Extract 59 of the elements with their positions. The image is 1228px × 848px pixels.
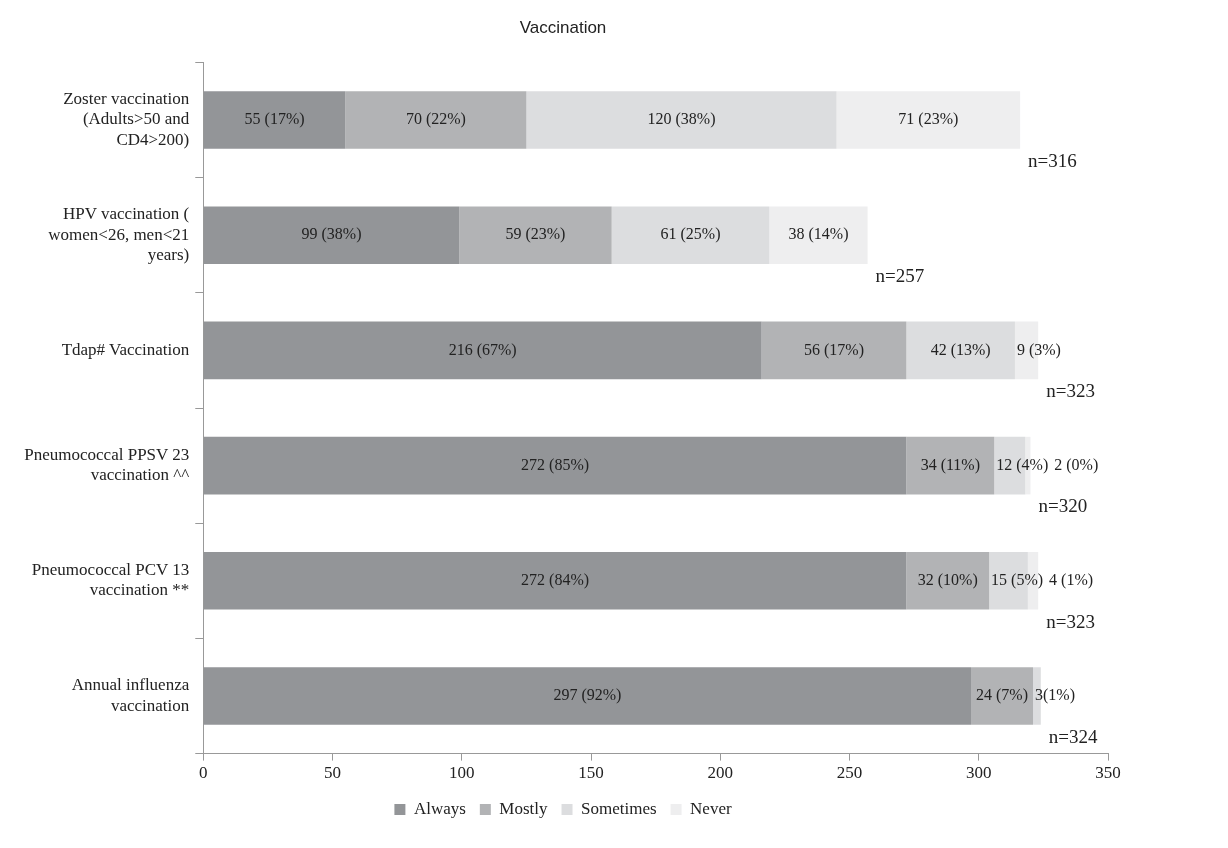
y-tick-label: Tdap# Vaccination (61, 339, 190, 359)
y-tick-label: Pneumococcal PCV 13 vaccination ** (31, 560, 190, 600)
data-label: 42 (13%) (930, 340, 991, 359)
total-label: n=257 (875, 264, 925, 286)
x-tick-label: 150 (578, 763, 604, 783)
data-label: 61 (25%) (660, 225, 721, 244)
data-label: 56 (17%) (804, 340, 864, 359)
data-label: 4 (1%) (1049, 571, 1094, 589)
bar (611, 206, 770, 264)
data-label: 32 (10%) (917, 571, 978, 589)
data-label: 297 (92%) (553, 686, 622, 705)
data-label: 15 (5%) (991, 571, 1044, 589)
data-label: 59 (23%) (505, 225, 566, 244)
data-label: 24 (7%) (976, 686, 1029, 705)
data-label: 70 (22%) (405, 110, 466, 129)
bar (526, 91, 837, 149)
y-tick-label: Annual influenza vaccination (71, 675, 190, 715)
data-label: 272 (84%) (521, 571, 590, 589)
x-tick-label: 0 (199, 763, 208, 783)
legend-label: Sometimes (581, 798, 657, 818)
data-label: 9 (3%) (1016, 340, 1061, 359)
data-label: 71 (23%) (898, 110, 959, 129)
total-label: n=316 (1028, 149, 1077, 171)
data-label: 34 (11%) (920, 455, 981, 474)
bar (459, 206, 612, 264)
bar (345, 91, 527, 149)
data-label: 99 (38%) (301, 225, 362, 244)
legend-label: Always (413, 798, 466, 818)
x-tick-label: 200 (707, 763, 734, 783)
total-label: n=324 (1048, 725, 1099, 747)
legend-label: Mostly (499, 798, 549, 818)
bar (761, 321, 907, 380)
y-tick-label: HPV vaccination ( women<26, men<21 years) (48, 204, 190, 265)
bar (971, 667, 1034, 725)
x-tick-label: 50 (324, 763, 342, 783)
data-label: 3(1%) (1035, 686, 1076, 705)
chart-title: Vaccination (519, 17, 607, 37)
data-label: 38 (14%) (788, 225, 849, 244)
total-label: n=320 (1038, 495, 1088, 517)
x-tick-label: 250 (836, 763, 863, 783)
x-tick-label: 100 (449, 763, 475, 783)
legend-label: Never (690, 798, 732, 818)
bar (906, 436, 995, 495)
bar (769, 206, 868, 264)
data-label: 120 (38%) (647, 110, 716, 129)
x-tick-label: 350 (1095, 763, 1121, 783)
data-label: 216 (67%) (448, 340, 517, 359)
data-label: 272 (85%) (521, 455, 590, 474)
y-tick-label: Zoster vaccination (Adults>50 and CD4>200) (63, 89, 190, 149)
bar (836, 91, 1021, 149)
bar (906, 552, 990, 610)
data-label: 12 (4%) (996, 455, 1049, 474)
y-tick-label: Pneumococcal PPSV 23 vaccination ^^ (24, 444, 190, 485)
data-label: 2 (0%) (1054, 455, 1099, 474)
total-label: n=323 (1046, 380, 1095, 402)
bar (906, 321, 1015, 380)
x-tick-label: 300 (966, 763, 992, 783)
total-label: n=323 (1046, 610, 1095, 632)
data-label: 55 (17%) (244, 110, 305, 129)
